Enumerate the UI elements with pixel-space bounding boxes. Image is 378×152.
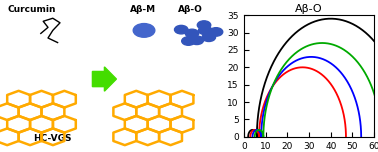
Circle shape	[202, 33, 215, 41]
Circle shape	[198, 26, 212, 35]
FancyArrow shape	[92, 67, 116, 91]
Circle shape	[182, 37, 195, 45]
Circle shape	[133, 24, 155, 37]
Text: Aβ-O: Aβ-O	[178, 5, 203, 14]
Circle shape	[175, 25, 188, 34]
Circle shape	[209, 28, 223, 36]
Circle shape	[190, 36, 203, 45]
Text: Aβ-M: Aβ-M	[130, 5, 156, 14]
Text: HC-VGS: HC-VGS	[34, 134, 72, 143]
Circle shape	[185, 29, 199, 38]
Text: Curcumin: Curcumin	[7, 5, 56, 14]
Title: Aβ-O: Aβ-O	[295, 4, 323, 14]
Circle shape	[197, 21, 211, 29]
